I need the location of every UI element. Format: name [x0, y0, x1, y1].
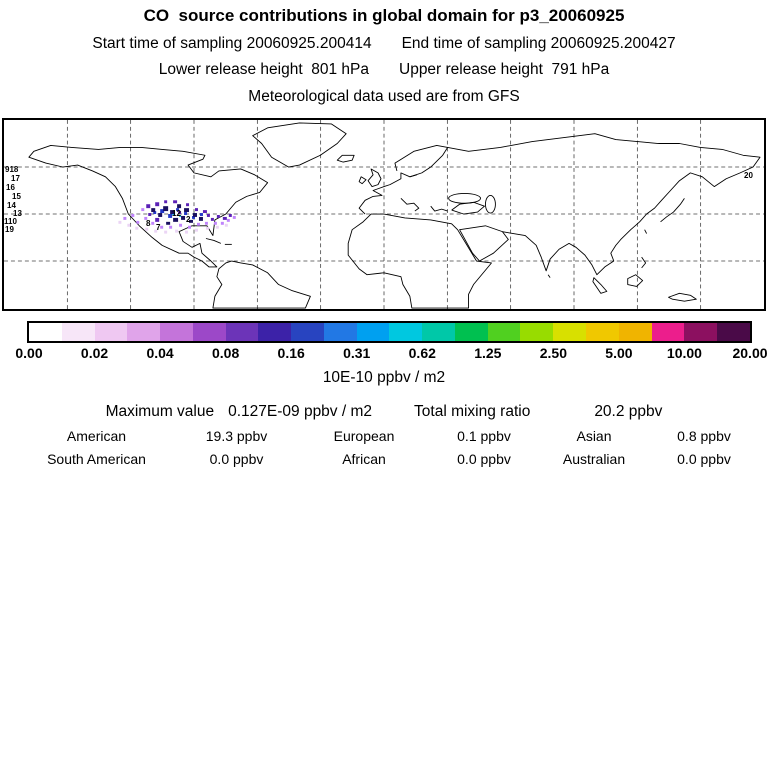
colorbar-tick-label: 0.16 — [277, 345, 305, 361]
map-gridlines — [4, 120, 764, 309]
region-value: 0.8 ppbv — [677, 428, 731, 444]
colorbar-tick-label: 2.50 — [539, 345, 567, 361]
colorbar-cell — [291, 323, 324, 341]
colorbar-tick-label: 0.08 — [212, 345, 240, 361]
colorbar-cell — [487, 323, 521, 341]
colorbar-tick-label: 0.04 — [146, 345, 174, 361]
track-hour-label: 7 — [156, 223, 161, 232]
track-hour-label: 2 — [186, 215, 191, 224]
region-value: 19.3 ppbv — [205, 428, 268, 444]
track-hour-label: 17 — [11, 174, 20, 183]
colorbar-tick-label: 0.62 — [408, 345, 436, 361]
colorbar-units-label: 10E-10 ppbv / m2 — [322, 369, 446, 386]
colorbar-cell — [225, 323, 259, 341]
region-name: European — [333, 428, 395, 444]
met-source-label: Meteorological data used are from GFS — [248, 88, 520, 105]
colorbar-cell — [422, 323, 455, 341]
colorbar-cell — [389, 323, 423, 341]
lower-release-label: Lower release height 801 hPa — [158, 61, 369, 78]
colorbar-cell — [651, 323, 685, 341]
colorbar-tick-label: 0.00 — [15, 345, 43, 361]
track-hour-label: 12 — [172, 209, 181, 218]
total-mixing-ratio-label: Total mixing ratio — [414, 403, 531, 420]
colorbar-cell — [94, 323, 128, 341]
colorbar — [27, 321, 752, 343]
track-hour-label: 110 — [4, 217, 17, 226]
region-value: 0.1 ppbv — [457, 428, 511, 444]
region-name: Australian — [562, 451, 626, 467]
track-hour-label: 20 — [744, 171, 753, 180]
colorbar-cell — [618, 323, 652, 341]
concentration-plume — [118, 200, 236, 234]
region-value: 0.0 ppbv — [209, 451, 264, 467]
colorbar-cell — [586, 323, 619, 341]
max-value: 0.127E-09 ppbv / m2 — [228, 403, 373, 420]
world-map — [4, 120, 764, 309]
colorbar-tick-label: 10.00 — [666, 345, 702, 361]
stats-row-2: South American 0.0 ppbv African 0.0 ppbv Aus… — [14, 451, 754, 467]
colorbar-cell — [520, 323, 554, 341]
colorbar-cell — [258, 323, 292, 341]
track-hour-label: 13 — [13, 209, 22, 218]
total-mixing-ratio-value: 20.2 ppbv — [594, 403, 663, 420]
sampling-times-line: Start time of sampling 20060925.200414 E… — [0, 35, 768, 53]
release-heights-line: Lower release height 801 hPa Upper relea… — [0, 61, 768, 79]
page-title: CO source contributions in global domain… — [143, 6, 625, 25]
region-value: 0.0 ppbv — [677, 451, 731, 467]
colorbar-cell — [323, 323, 357, 341]
colorbar-cell — [29, 323, 62, 341]
track-hour-label: 15 — [12, 192, 21, 201]
max-value-label: Maximum value — [105, 403, 215, 420]
track-hour-label: 16 — [6, 183, 15, 192]
colorbar-cell — [160, 323, 193, 341]
colorbar-tick-label: 0.31 — [343, 345, 371, 361]
colorbar-cell — [454, 323, 488, 341]
upper-release-label: Upper release height 791 hPa — [399, 61, 610, 78]
start-time-label: Start time of sampling 20060925.200414 — [92, 35, 372, 52]
stats-summary-line: Maximum value 0.127E-09 ppbv / m2 Total … — [0, 403, 768, 421]
colorbar-cell — [127, 323, 161, 341]
region-name: Asian — [576, 428, 612, 444]
region-name: American — [66, 428, 127, 444]
colorbar-cell — [356, 323, 390, 341]
colorbar-tick-label: 20.00 — [732, 345, 768, 361]
colorbar-cell — [61, 323, 95, 341]
track-hour-label: 8 — [146, 219, 151, 228]
stats-row-1: American 19.3 ppbv European 0.1 ppbv Asian 0.… — [14, 428, 754, 444]
coastlines — [28, 122, 761, 309]
map-container: 918 17 16 15 14 13 110 19 12 8 7 2 20 — [2, 118, 766, 311]
colorbar-cell — [192, 323, 226, 341]
colorbar-cell — [553, 323, 587, 341]
region-name: South American — [47, 451, 146, 467]
region-value: 0.0 ppbv — [457, 451, 511, 467]
colorbar-ticks: 0.00 0.02 0.04 0.08 0.16 0.31 0.62 1.25 2.50 5.00… — [15, 345, 767, 362]
track-hour-label: 918 — [5, 165, 19, 174]
track-hour-label: 19 — [5, 225, 14, 234]
colorbar-tick-label: 1.25 — [474, 345, 502, 361]
colorbar-tick-label: 5.00 — [605, 345, 633, 361]
region-name: African — [342, 451, 386, 467]
colorbar-tick-label: 0.02 — [80, 345, 109, 361]
colorbar-cell — [684, 323, 718, 341]
track-hour-label: 14 — [7, 201, 16, 210]
colorbar-cell — [717, 323, 750, 341]
end-time-label: End time of sampling 20060925.200427 — [401, 35, 676, 52]
